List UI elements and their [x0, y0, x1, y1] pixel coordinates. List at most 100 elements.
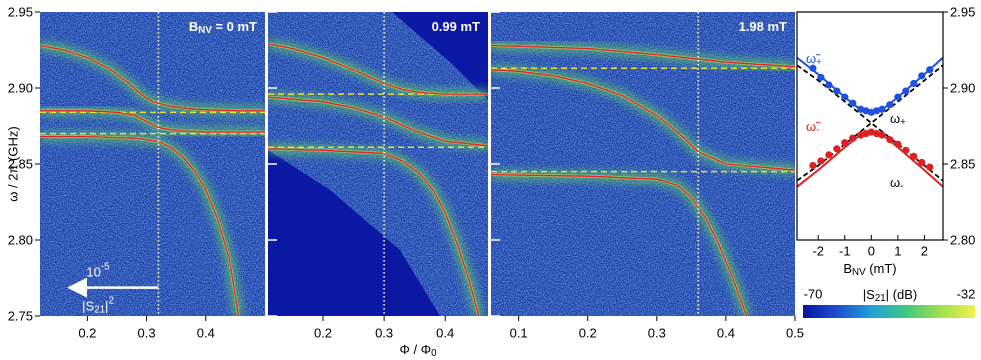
- panel-title-part: NV: [198, 25, 212, 36]
- x-tick-label: 0.3: [375, 326, 393, 341]
- panel: [491, 12, 795, 316]
- data-point: [833, 87, 841, 95]
- x-tick-label: -2: [812, 244, 824, 259]
- data-point: [910, 152, 918, 160]
- data-point: [918, 158, 926, 167]
- x-axis-label-part: Φ / Φ: [399, 342, 431, 357]
- y-tick-label: 2.85: [950, 157, 975, 172]
- x-tick-label: 0: [868, 244, 875, 259]
- fit-line: [491, 44, 795, 68]
- masked-region: [392, 12, 488, 100]
- colorbar: [803, 305, 975, 318]
- colorbar-label-part: | (dB): [886, 287, 918, 302]
- data-point: [894, 93, 902, 101]
- x-tick-label: 0.2: [579, 326, 597, 341]
- fit-line: [40, 135, 240, 316]
- y-tick-label: 2.85: [8, 157, 33, 172]
- x-tick-label: 2: [921, 244, 928, 259]
- annotation-text-part: |: [105, 298, 108, 313]
- colorbar-label-part: |S: [863, 287, 875, 302]
- y-tick-label: 2.95: [8, 5, 33, 20]
- annotation-text-part: 2: [108, 295, 113, 306]
- data-point: [809, 161, 817, 170]
- curve-label-part: -: [816, 125, 819, 136]
- panel-title-part: = 0 mT: [212, 19, 257, 34]
- curve-label-part: ω: [890, 111, 900, 126]
- x-axis-label-part: (mT): [866, 261, 897, 276]
- data-point: [886, 136, 894, 144]
- y-tick-label: 2.75: [8, 309, 33, 324]
- curve-label-part: ω: [890, 175, 900, 190]
- x-tick-label: 0.2: [78, 326, 96, 341]
- y-tick-label: 2.90: [8, 81, 33, 96]
- data-point: [878, 105, 886, 113]
- x-tick-label: 0.3: [138, 326, 156, 341]
- fit-line: [491, 173, 748, 316]
- data-point: [902, 146, 910, 154]
- annotation-text-part: 21: [94, 304, 105, 315]
- x-tick-label: 0.4: [436, 326, 454, 341]
- annotation-text-part: |S: [82, 298, 94, 313]
- panel-title-part: 0.99 mT: [432, 19, 480, 34]
- colorbar-tick-label: -70: [804, 287, 823, 302]
- colorbar-label-part: 21: [875, 293, 886, 304]
- annotation-text: 10-5: [86, 261, 110, 279]
- x-tick-label: 0.4: [197, 326, 215, 341]
- x-tick-label: 0.2: [314, 326, 332, 341]
- x-tick-label: 0.4: [717, 326, 735, 341]
- panel-title: 0.99 mT: [432, 19, 480, 34]
- x-axis-label-part: 0: [431, 348, 437, 359]
- data-point: [902, 87, 910, 95]
- data-point: [833, 145, 841, 153]
- panel: [40, 12, 265, 316]
- panel-title: BNV = 0 mT: [189, 19, 257, 36]
- x-axis-label-part: B: [843, 261, 852, 276]
- fit-line: [268, 148, 480, 316]
- panel: [268, 12, 488, 316]
- x-axis-label: Φ / Φ0: [399, 342, 437, 359]
- data-point: [910, 79, 918, 88]
- panel-title-part: B: [189, 19, 198, 34]
- curve-label-part: +: [900, 117, 906, 128]
- fit-line: [268, 43, 488, 95]
- data-point: [809, 64, 817, 72]
- y-tick-label: 2.90: [950, 81, 975, 96]
- plot-frame: [796, 11, 944, 241]
- panel: [797, 56, 943, 188]
- x-tick-label: 0.1: [510, 326, 528, 341]
- annotation-text: |S21|2: [82, 295, 114, 315]
- plot-area: [797, 12, 943, 240]
- y-tick-label: 2.80: [8, 233, 33, 248]
- x-tick-label: 1: [894, 244, 901, 259]
- fit-line: [40, 110, 265, 133]
- annotation-text-part: -5: [101, 261, 110, 272]
- colorbar-tick-label: -32: [957, 287, 976, 302]
- data-point: [817, 73, 825, 81]
- data-point: [841, 93, 849, 101]
- curve-label-part: +: [816, 57, 822, 68]
- curve-label-part: -: [900, 181, 903, 192]
- fit-line: [40, 44, 265, 112]
- data-point: [926, 66, 934, 74]
- data-point: [849, 134, 857, 142]
- x-axis-label: BNV (mT): [843, 261, 896, 278]
- panel-title-part: 1.98 mT: [739, 19, 787, 34]
- y-axis-label: ω / 2π (GHz): [6, 126, 21, 201]
- y-tick-label: 2.80: [950, 233, 975, 248]
- x-tick-label: 0.5: [786, 326, 804, 341]
- fit-line: [491, 69, 795, 171]
- data-point: [886, 101, 894, 109]
- curve-label: ω+: [890, 111, 906, 128]
- data-point: [926, 163, 934, 171]
- annotation-text-part: 10: [86, 264, 100, 279]
- data-point: [817, 157, 825, 165]
- x-tick-label: 0.3: [648, 326, 666, 341]
- masked-region: [268, 150, 440, 316]
- data-point: [918, 72, 926, 80]
- x-axis-label-part: NV: [852, 267, 866, 278]
- data-point: [849, 99, 857, 107]
- colorbar-label: |S21| (dB): [863, 287, 917, 304]
- data-point: [825, 81, 833, 89]
- panel-title: 1.98 mT: [739, 19, 787, 34]
